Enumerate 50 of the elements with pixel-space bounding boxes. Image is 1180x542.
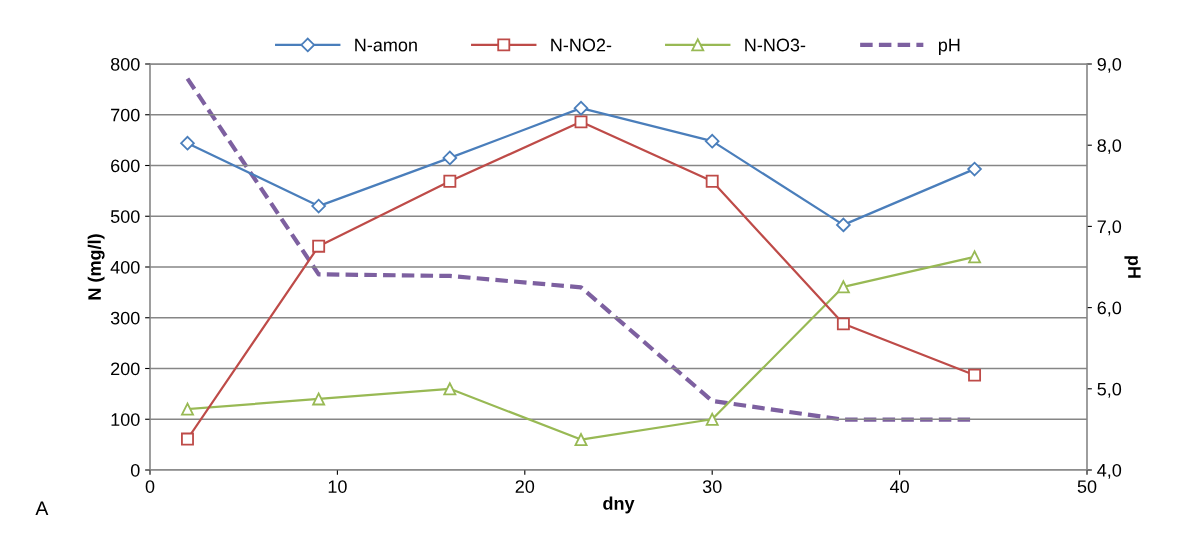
y-axis-title: N (mg/l) xyxy=(87,234,105,300)
y2-tick-label: 7,0 xyxy=(1097,220,1122,236)
y2-tick-label: 4,0 xyxy=(1097,463,1122,479)
point xyxy=(968,250,982,264)
y-tick-label: 100 xyxy=(111,413,140,426)
point xyxy=(312,392,326,406)
x-tick-label: 30 xyxy=(702,480,722,493)
x-tick-label: 40 xyxy=(889,480,909,493)
point xyxy=(705,412,719,426)
y2-tick-label: 9,0 xyxy=(1097,57,1122,73)
x-tick-label: 50 xyxy=(1077,480,1097,493)
y2-tick-label: 5,0 xyxy=(1097,382,1122,398)
x-axis-title: dny xyxy=(603,496,635,514)
legend-label: N-amon xyxy=(355,38,417,52)
y-tick-label: 600 xyxy=(111,159,140,173)
x-tick-label: 0 xyxy=(145,480,155,493)
point xyxy=(836,317,850,331)
legend-label: N-NO3- xyxy=(745,38,806,52)
y-tick-label: 800 xyxy=(110,57,140,71)
point xyxy=(968,368,982,382)
point xyxy=(573,100,589,116)
point xyxy=(443,382,457,396)
point xyxy=(442,150,458,166)
y2-axis-title: pH xyxy=(1124,256,1141,278)
point xyxy=(181,432,194,446)
x-tick-label: 10 xyxy=(328,480,347,493)
y2-tick-label: 6,0 xyxy=(1097,301,1122,317)
point xyxy=(574,115,588,129)
point xyxy=(443,174,457,188)
y-tick-label: 700 xyxy=(111,108,140,122)
y2-tick-label: 8,0 xyxy=(1097,139,1122,155)
y-tick-label: 300 xyxy=(110,311,140,325)
y-tick-label: 200 xyxy=(111,362,140,376)
point xyxy=(836,280,850,294)
point xyxy=(704,133,720,149)
y-tick-label: 0 xyxy=(130,463,140,477)
point xyxy=(311,198,326,214)
y-tick-label: 500 xyxy=(110,210,140,223)
point xyxy=(181,402,194,416)
legend-label: pH xyxy=(938,38,960,55)
legend-label: N-NO2- xyxy=(551,38,612,52)
x-tick-label: 20 xyxy=(515,480,535,493)
point xyxy=(967,161,982,177)
point xyxy=(180,135,195,151)
point xyxy=(574,433,588,447)
point xyxy=(312,239,326,253)
text: A xyxy=(35,501,49,515)
point xyxy=(836,217,851,233)
y-tick-label: 400 xyxy=(110,260,140,274)
point xyxy=(705,174,719,188)
